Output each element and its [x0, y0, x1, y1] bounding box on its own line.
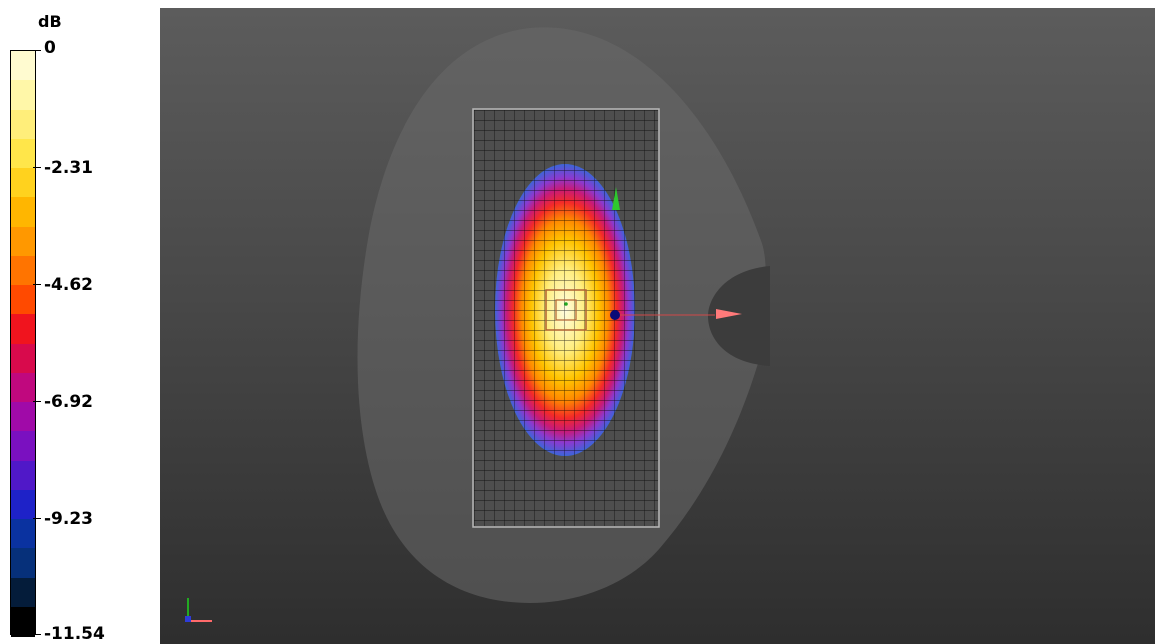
green-arrow-icon	[612, 187, 620, 210]
legend-unit-label: dB	[38, 12, 62, 31]
legend-tick	[33, 634, 41, 635]
legend-color-segment	[11, 372, 35, 403]
colormap-legend: dB 0 -2.31 -4.62 -6.92 -9.23 -11.54	[0, 0, 160, 644]
legend-color-segment	[11, 51, 35, 81]
red-arrow-icon	[716, 309, 742, 319]
xyz-axis-icon	[185, 598, 212, 622]
legend-color-segment	[11, 548, 35, 579]
legend-color-segment	[11, 402, 35, 432]
legend-label-4: -9.23	[44, 509, 93, 529]
legend-color-segment	[11, 80, 35, 111]
legend-color-segment	[11, 519, 35, 549]
measurement-grid	[474, 110, 658, 526]
legend-color-segment	[11, 109, 35, 140]
legend-color-segment	[11, 460, 35, 491]
legend-tick	[33, 518, 41, 519]
legend-color-segment	[11, 606, 35, 637]
legend-color-segment	[11, 226, 35, 257]
legend-color-segment	[11, 285, 35, 315]
legend-color-segment	[11, 197, 35, 228]
legend-label-0: 0	[44, 38, 56, 58]
legend-color-segment	[11, 314, 35, 345]
legend-tick	[33, 167, 41, 168]
field-visualization[interactable]	[160, 8, 1155, 644]
legend-label-2: -4.62	[44, 275, 93, 295]
legend-color-segment	[11, 577, 35, 608]
probe-tip-icon	[610, 310, 620, 320]
zoom-scan-inner-box	[555, 299, 577, 321]
legend-tick	[33, 401, 41, 402]
legend-label-3: -6.92	[44, 392, 93, 412]
peak-marker	[564, 302, 568, 306]
legend-label-1: -2.31	[44, 158, 93, 178]
legend-color-segment	[11, 168, 35, 198]
device-housing	[708, 266, 770, 366]
legend-label-5: -11.54	[44, 624, 105, 644]
legend-color-segment	[11, 255, 35, 286]
legend-color-segment	[11, 489, 35, 520]
legend-colorbar	[10, 50, 36, 637]
zoom-scan-outer-box	[545, 289, 587, 331]
measurement-grid-border	[472, 108, 660, 528]
legend-tick	[33, 50, 41, 51]
legend-color-segment	[11, 431, 35, 462]
legend-color-segment	[11, 343, 35, 374]
legend-color-segment	[11, 138, 35, 169]
legend-tick	[33, 284, 41, 285]
3d-viewport[interactable]	[160, 8, 1155, 644]
